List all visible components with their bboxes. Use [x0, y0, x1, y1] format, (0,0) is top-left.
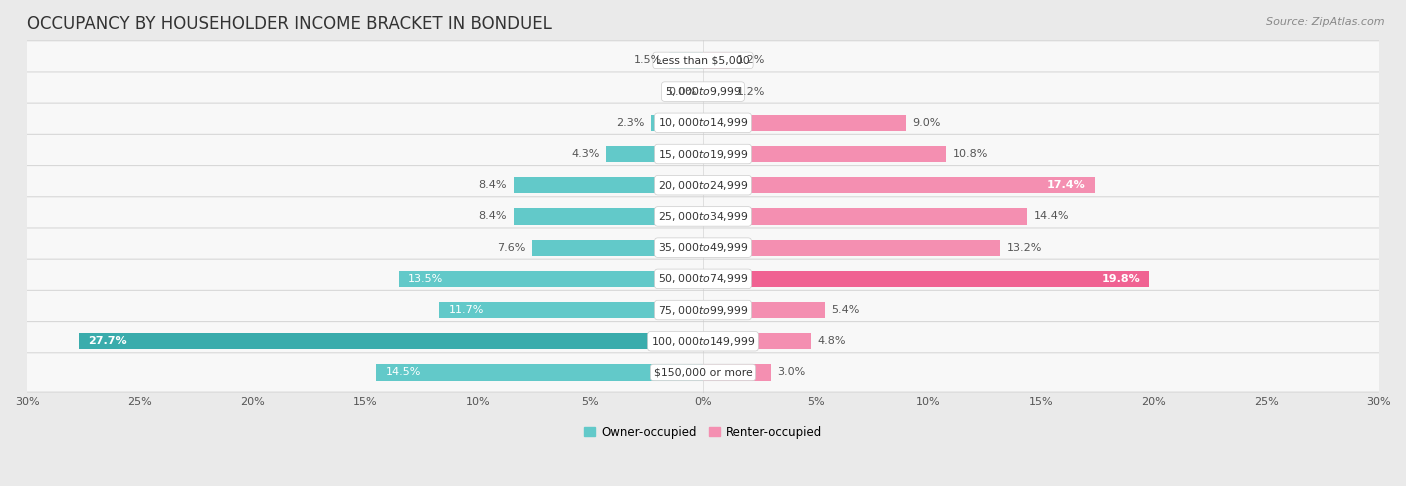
FancyBboxPatch shape [13, 166, 1393, 205]
Bar [703, 208, 1028, 225]
FancyBboxPatch shape [13, 134, 1393, 174]
Text: 14.5%: 14.5% [385, 367, 420, 378]
Bar [531, 240, 703, 256]
Bar [703, 240, 1000, 256]
Text: 13.5%: 13.5% [408, 274, 443, 284]
FancyBboxPatch shape [13, 197, 1393, 236]
Text: $15,000 to $19,999: $15,000 to $19,999 [658, 148, 748, 160]
Text: $35,000 to $49,999: $35,000 to $49,999 [658, 241, 748, 254]
Text: 8.4%: 8.4% [478, 180, 508, 190]
Text: $150,000 or more: $150,000 or more [654, 367, 752, 378]
Text: 9.0%: 9.0% [912, 118, 941, 128]
Bar [79, 333, 703, 349]
Bar [703, 84, 730, 100]
Text: $50,000 to $74,999: $50,000 to $74,999 [658, 272, 748, 285]
FancyBboxPatch shape [13, 290, 1393, 330]
FancyBboxPatch shape [13, 72, 1393, 111]
Text: 19.8%: 19.8% [1101, 274, 1140, 284]
Text: Less than $5,000: Less than $5,000 [657, 55, 749, 66]
Bar [703, 177, 1095, 193]
Bar [651, 115, 703, 131]
Text: 3.0%: 3.0% [778, 367, 806, 378]
Text: $100,000 to $149,999: $100,000 to $149,999 [651, 335, 755, 348]
Bar [703, 146, 946, 162]
Text: 1.2%: 1.2% [737, 87, 765, 97]
Text: 4.8%: 4.8% [818, 336, 846, 346]
Text: 7.6%: 7.6% [496, 243, 524, 253]
Text: 13.2%: 13.2% [1007, 243, 1042, 253]
Text: 1.2%: 1.2% [737, 55, 765, 66]
Text: 2.3%: 2.3% [616, 118, 644, 128]
Bar [513, 208, 703, 225]
Bar [513, 177, 703, 193]
Text: 5.4%: 5.4% [831, 305, 859, 315]
Bar [703, 302, 825, 318]
FancyBboxPatch shape [13, 322, 1393, 361]
Text: $75,000 to $99,999: $75,000 to $99,999 [658, 304, 748, 316]
Text: 8.4%: 8.4% [478, 211, 508, 222]
Text: 0.0%: 0.0% [668, 87, 696, 97]
Bar [703, 333, 811, 349]
Text: 27.7%: 27.7% [89, 336, 127, 346]
Text: Source: ZipAtlas.com: Source: ZipAtlas.com [1267, 17, 1385, 27]
Text: 17.4%: 17.4% [1047, 180, 1085, 190]
Text: 11.7%: 11.7% [449, 305, 484, 315]
Text: 4.3%: 4.3% [571, 149, 599, 159]
Bar [703, 52, 730, 69]
Bar [377, 364, 703, 381]
Text: 14.4%: 14.4% [1033, 211, 1070, 222]
FancyBboxPatch shape [13, 103, 1393, 142]
Bar [703, 364, 770, 381]
Bar [440, 302, 703, 318]
Bar [399, 271, 703, 287]
Text: $5,000 to $9,999: $5,000 to $9,999 [665, 85, 741, 98]
Bar [703, 271, 1149, 287]
FancyBboxPatch shape [13, 41, 1393, 80]
Bar [703, 115, 905, 131]
FancyBboxPatch shape [13, 228, 1393, 267]
Text: $20,000 to $24,999: $20,000 to $24,999 [658, 179, 748, 191]
Text: OCCUPANCY BY HOUSEHOLDER INCOME BRACKET IN BONDUEL: OCCUPANCY BY HOUSEHOLDER INCOME BRACKET … [27, 15, 553, 33]
Text: 1.5%: 1.5% [634, 55, 662, 66]
Bar [606, 146, 703, 162]
Text: 10.8%: 10.8% [953, 149, 988, 159]
Text: $25,000 to $34,999: $25,000 to $34,999 [658, 210, 748, 223]
FancyBboxPatch shape [13, 353, 1393, 392]
Bar [669, 52, 703, 69]
Legend: Owner-occupied, Renter-occupied: Owner-occupied, Renter-occupied [579, 421, 827, 443]
Text: $10,000 to $14,999: $10,000 to $14,999 [658, 116, 748, 129]
FancyBboxPatch shape [13, 259, 1393, 298]
